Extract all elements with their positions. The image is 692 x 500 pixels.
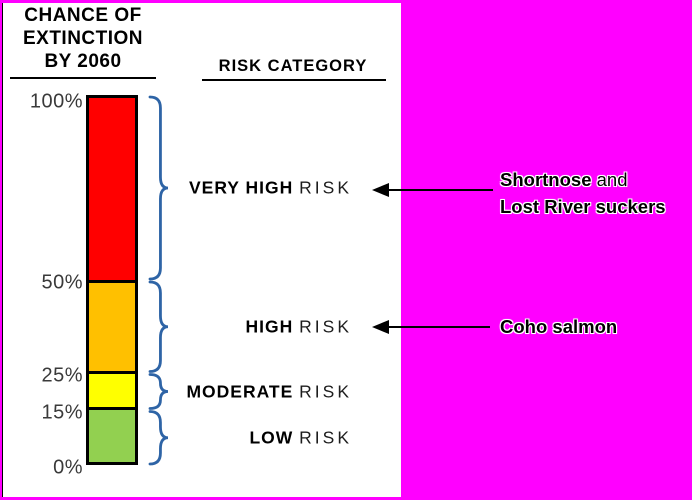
arrow-line-shortnose bbox=[388, 189, 493, 191]
risk-label-high: HIGH RISK bbox=[246, 316, 352, 337]
risk-label-low-bold: LOW bbox=[249, 427, 300, 448]
arrow-head-shortnose bbox=[372, 183, 389, 197]
annotation-shortnose-line1: Shortnose and bbox=[500, 166, 666, 193]
extinction-bar bbox=[86, 95, 138, 465]
chart-panel bbox=[2, 3, 401, 497]
risk-label-very-high: VERY HIGH RISK bbox=[189, 178, 352, 199]
arrow-head-coho bbox=[372, 320, 389, 334]
bar-segment-low bbox=[89, 407, 135, 462]
risk-label-high-light: RISK bbox=[299, 316, 352, 337]
risk-label-very-high-bold: VERY HIGH bbox=[188, 177, 300, 198]
risk-category-header: RISK CATEGORY bbox=[218, 57, 368, 75]
title-underline bbox=[10, 77, 156, 79]
risk-label-low-light: RISK bbox=[299, 427, 352, 448]
title-line-3: BY 2060 bbox=[44, 51, 122, 72]
annotation-shortnose: Shortnose and Lost River suckers bbox=[500, 166, 666, 220]
risk-label-moderate: MODERATE RISK bbox=[186, 381, 352, 402]
tick-label-0: 0% bbox=[53, 456, 83, 479]
title-line-2: EXTINCTION bbox=[22, 28, 144, 49]
bar-segment-high bbox=[89, 280, 135, 371]
annotation-coho: Coho salmon bbox=[500, 313, 617, 340]
risk-label-very-high-light: RISK bbox=[299, 177, 352, 198]
tick-label-50: 50% bbox=[41, 271, 83, 294]
tick-label-100: 100% bbox=[29, 90, 83, 113]
chart-title: CHANCE OF EXTINCTION BY 2060 bbox=[0, 4, 166, 73]
risk-label-high-bold: HIGH bbox=[245, 316, 300, 337]
risk-label-moderate-bold: MODERATE bbox=[186, 381, 300, 401]
coho-bold-text: Coho salmon bbox=[500, 316, 618, 337]
bar-segment-moderate bbox=[89, 371, 135, 408]
lost-river-bold-text: Lost River suckers bbox=[500, 196, 666, 217]
risk-category-underline bbox=[202, 79, 386, 81]
annotation-shortnose-line2: Lost River suckers bbox=[500, 193, 666, 220]
shortnose-regular-text: and bbox=[591, 169, 628, 190]
shortnose-bold-text: Shortnose bbox=[500, 169, 592, 190]
risk-label-low: LOW RISK bbox=[249, 427, 352, 448]
risk-label-moderate-light: RISK bbox=[299, 381, 352, 401]
title-line-1: CHANCE OF bbox=[24, 5, 142, 26]
arrow-line-coho bbox=[388, 326, 490, 328]
tick-label-15: 15% bbox=[41, 401, 83, 423]
tick-label-25: 25% bbox=[41, 364, 83, 386]
bar-segment-very-high bbox=[89, 98, 135, 280]
